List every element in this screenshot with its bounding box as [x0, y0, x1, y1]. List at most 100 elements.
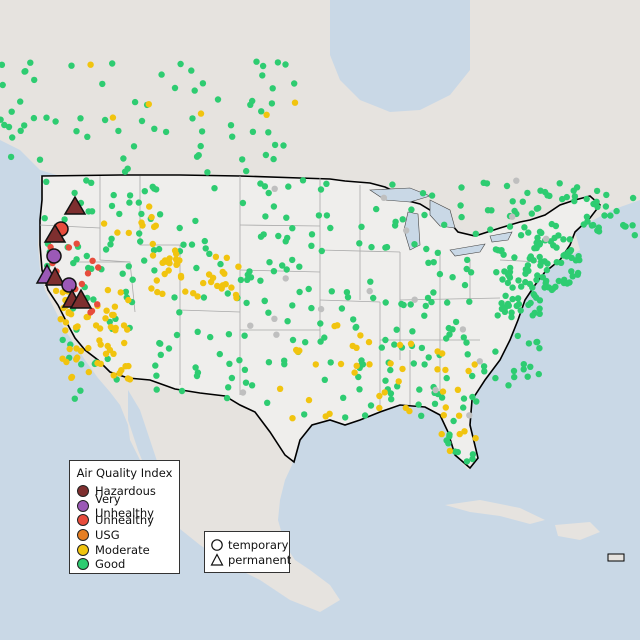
good-monitor[interactable]	[566, 279, 573, 286]
moderate-monitor[interactable]	[166, 255, 173, 262]
good-monitor[interactable]	[224, 290, 231, 297]
inactive-monitor[interactable]	[513, 177, 520, 184]
moderate-monitor[interactable]	[205, 271, 213, 278]
good-monitor[interactable]	[388, 396, 395, 403]
good-monitor[interactable]	[85, 264, 92, 272]
good-monitor[interactable]	[533, 338, 540, 346]
good-monitor[interactable]	[243, 167, 250, 175]
moderate-monitor[interactable]	[194, 293, 201, 300]
good-monitor[interactable]	[194, 328, 201, 335]
good-monitor[interactable]	[99, 80, 106, 88]
inactive-monitor[interactable]	[366, 287, 373, 295]
good-monitor[interactable]	[422, 302, 429, 310]
moderate-monitor[interactable]	[442, 366, 449, 374]
good-monitor[interactable]	[492, 374, 499, 382]
good-monitor[interactable]	[135, 199, 142, 206]
good-monitor[interactable]	[206, 250, 213, 257]
good-monitor[interactable]	[506, 223, 514, 230]
good-monitor[interactable]	[268, 100, 276, 107]
good-monitor[interactable]	[445, 440, 452, 447]
inactive-monitor[interactable]	[432, 386, 439, 394]
good-monitor[interactable]	[0, 116, 4, 123]
good-monitor[interactable]	[214, 96, 222, 103]
moderate-monitor[interactable]	[471, 361, 478, 368]
good-monitor[interactable]	[443, 335, 450, 342]
moderate-monitor[interactable]	[85, 368, 93, 376]
good-monitor[interactable]	[129, 276, 136, 283]
good-monitor[interactable]	[502, 292, 509, 299]
good-monitor[interactable]	[498, 300, 505, 307]
good-monitor[interactable]	[243, 299, 250, 307]
moderate-monitor[interactable]	[207, 278, 215, 286]
moderate-monitor[interactable]	[73, 356, 80, 363]
moderate-monitor[interactable]	[110, 372, 117, 379]
good-monitor[interactable]	[178, 387, 186, 395]
good-monitor[interactable]	[421, 312, 428, 319]
good-monitor[interactable]	[535, 204, 542, 212]
moderate-monitor[interactable]	[337, 360, 345, 368]
moderate-monitor[interactable]	[461, 428, 468, 435]
inactive-monitor[interactable]	[459, 326, 467, 333]
good-monitor[interactable]	[524, 373, 531, 380]
good-monitor[interactable]	[421, 361, 428, 368]
good-monitor[interactable]	[504, 300, 512, 308]
good-monitor[interactable]	[503, 182, 511, 190]
good-monitor[interactable]	[353, 323, 360, 331]
good-monitor[interactable]	[239, 199, 247, 207]
good-monitor[interactable]	[508, 313, 515, 321]
good-monitor[interactable]	[157, 351, 164, 358]
good-monitor[interactable]	[525, 301, 532, 309]
good-monitor[interactable]	[88, 208, 96, 215]
good-monitor[interactable]	[566, 236, 573, 243]
good-monitor[interactable]	[497, 247, 505, 254]
good-monitor[interactable]	[248, 382, 256, 389]
good-monitor[interactable]	[265, 189, 272, 197]
good-monitor[interactable]	[171, 84, 179, 92]
moderate-monitor[interactable]	[62, 327, 69, 334]
good-monitor[interactable]	[383, 243, 391, 251]
good-monitor[interactable]	[194, 369, 202, 376]
good-monitor[interactable]	[463, 265, 470, 273]
good-monitor[interactable]	[622, 223, 629, 230]
good-monitor[interactable]	[466, 298, 473, 305]
good-monitor[interactable]	[189, 115, 196, 122]
good-monitor[interactable]	[321, 334, 328, 341]
inactive-monitor[interactable]	[411, 296, 418, 303]
good-monitor[interactable]	[188, 241, 196, 248]
good-monitor[interactable]	[241, 332, 248, 339]
moderate-monitor[interactable]	[399, 365, 406, 373]
good-monitor[interactable]	[505, 271, 512, 278]
good-monitor[interactable]	[284, 318, 291, 325]
moderate-monitor[interactable]	[376, 404, 383, 412]
good-monitor[interactable]	[382, 336, 389, 344]
good-monitor[interactable]	[130, 143, 138, 150]
good-monitor[interactable]	[469, 455, 476, 463]
good-monitor[interactable]	[265, 359, 273, 366]
good-monitor[interactable]	[452, 318, 460, 326]
good-monitor[interactable]	[567, 248, 574, 255]
good-monitor[interactable]	[613, 207, 620, 215]
moderate-monitor[interactable]	[102, 315, 109, 322]
moderate-monitor[interactable]	[212, 253, 220, 260]
good-monitor[interactable]	[61, 216, 68, 223]
good-monitor[interactable]	[450, 417, 457, 425]
moderate-monitor[interactable]	[159, 290, 166, 297]
good-monitor[interactable]	[236, 357, 243, 364]
good-monitor[interactable]	[461, 281, 469, 289]
moderate-monitor[interactable]	[59, 355, 66, 362]
moderate-monitor[interactable]	[77, 347, 85, 355]
good-monitor[interactable]	[266, 259, 273, 266]
good-monitor[interactable]	[542, 279, 549, 287]
good-monitor[interactable]	[226, 360, 233, 367]
good-monitor[interactable]	[258, 108, 265, 115]
good-monitor[interactable]	[460, 404, 467, 411]
good-monitor[interactable]	[524, 189, 531, 197]
good-monitor[interactable]	[409, 328, 416, 335]
good-monitor[interactable]	[257, 277, 264, 284]
good-monitor[interactable]	[464, 351, 471, 358]
good-monitor[interactable]	[555, 277, 562, 285]
good-monitor[interactable]	[201, 237, 208, 245]
good-monitor[interactable]	[355, 373, 362, 381]
moderate-monitor[interactable]	[228, 284, 235, 291]
moderate-monitor[interactable]	[125, 296, 132, 304]
